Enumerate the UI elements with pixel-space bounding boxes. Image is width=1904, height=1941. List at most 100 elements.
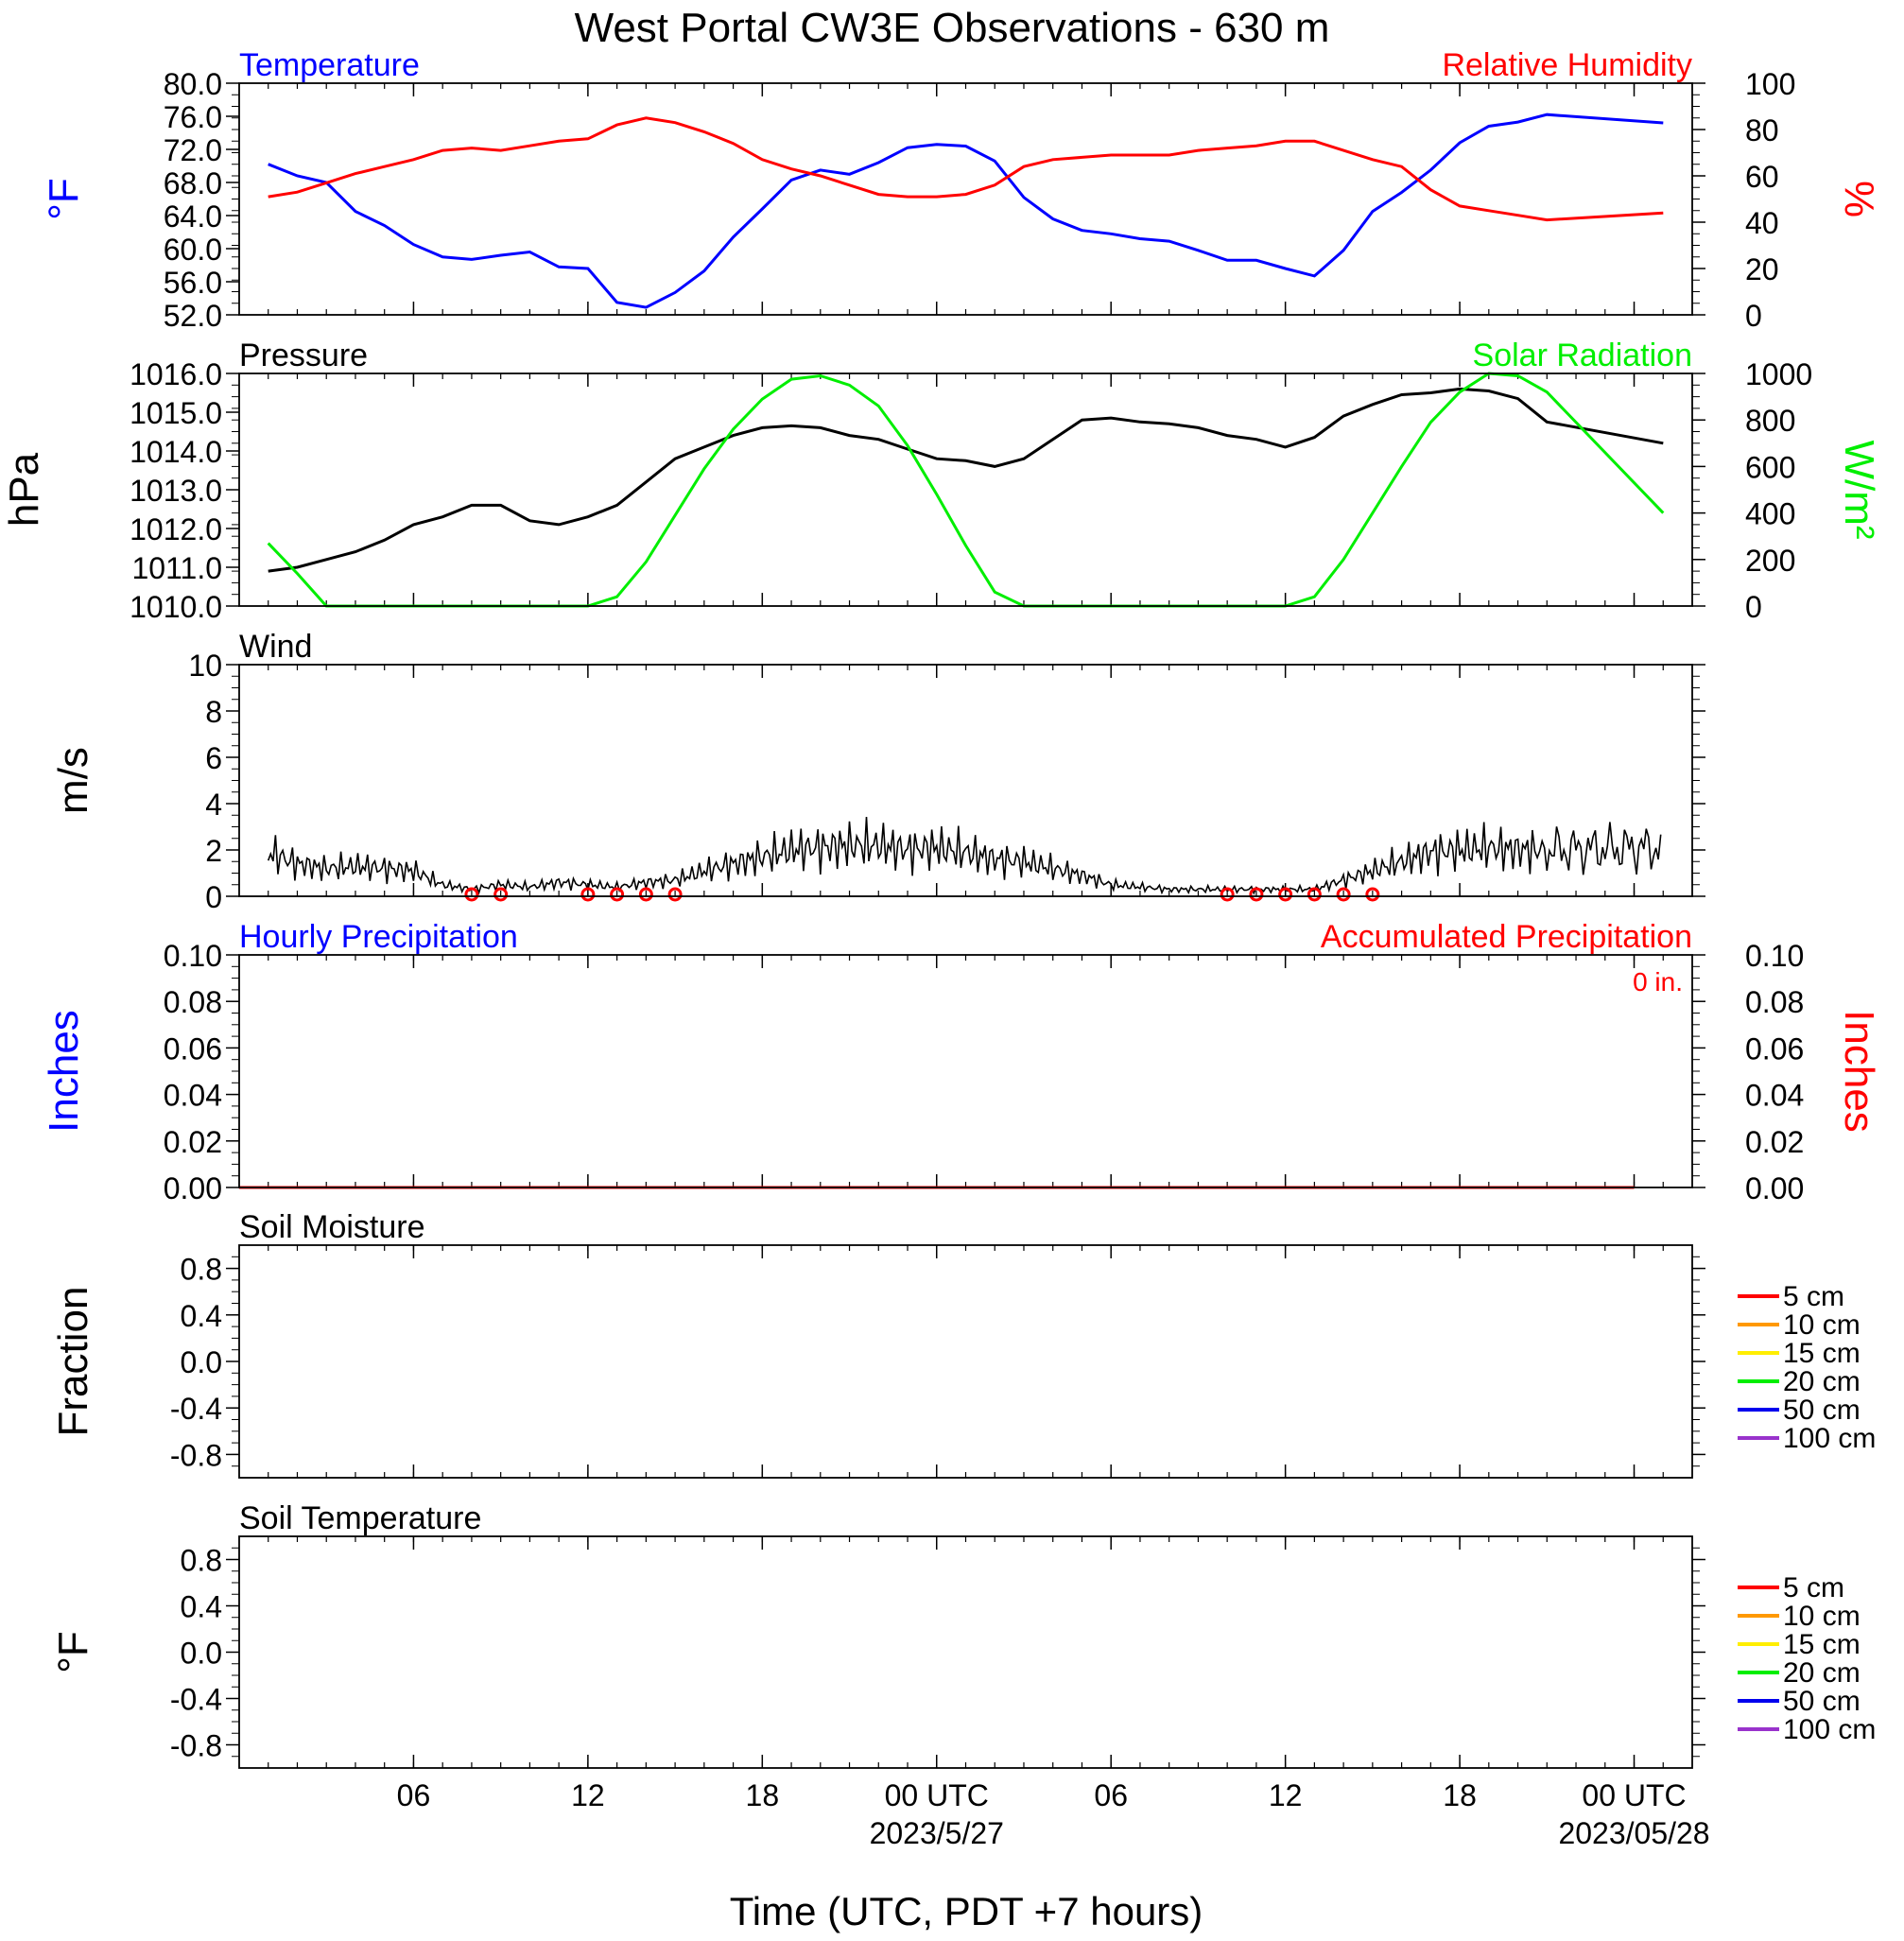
panel-soil-moisture: -0.8 -0.4 0.0 0.4 0.8 Soil Moisture Fraction 5 … [50, 1209, 1876, 1479]
panel-title-left: Temperature [239, 47, 420, 83]
accumulated-total-label: 0 in. [1633, 967, 1683, 996]
y-left-tick-label: 0.02 [164, 1125, 222, 1159]
y-left-tick-label: -0.4 [170, 1683, 222, 1717]
y-left-tick-label: 0.04 [164, 1079, 222, 1113]
y-left-tick-label: 4 [205, 788, 222, 822]
y-axis-label-left: m/s [50, 747, 96, 814]
legend-label: 50 cm [1783, 1686, 1861, 1717]
legend-label: 15 cm [1783, 1629, 1861, 1660]
y-left-tick-label: -0.8 [170, 1729, 222, 1763]
series-relative-humidity [268, 116, 1664, 222]
x-tick-label: 12 [1269, 1778, 1303, 1812]
y-left-tick-label: 0.10 [164, 939, 222, 973]
y-left-tick-label: -0.4 [170, 1392, 222, 1426]
y-right-tick-label: 600 [1745, 450, 1795, 484]
y-left-tick-label: -0.8 [170, 1438, 222, 1472]
y-axis-label-right: Inches [1836, 1010, 1882, 1133]
y-left-tick-label: 6 [205, 741, 222, 775]
y-right-tick-label: 400 [1745, 497, 1795, 531]
y-left-tick-label: 76.0 [164, 100, 222, 134]
y-axis-label-left: °F [50, 1631, 96, 1672]
x-axis-label: Time (UTC, PDT +7 hours) [730, 1889, 1203, 1933]
series-pressure [268, 387, 1664, 573]
y-left-tick-label: 0.4 [181, 1590, 222, 1624]
time-axis: 06 12 18 00 UTC 06 12 18 00 UTC 2023/5/27 2023/05… [397, 1778, 1710, 1850]
y-left-tick-label: 1011.0 [132, 551, 223, 585]
calm-wind-marker [1336, 887, 1351, 902]
calm-wind-marker [464, 887, 479, 902]
legend-label: 50 cm [1783, 1395, 1861, 1426]
y-left-tick-label: 1013.0 [130, 474, 222, 508]
legend-label: 5 cm [1783, 1281, 1844, 1312]
calm-wind-marker [1220, 887, 1235, 902]
series-temperature [268, 113, 1664, 309]
calm-wind-marker [1278, 887, 1293, 902]
panel-frame [238, 1535, 1693, 1769]
panel-frame [238, 1244, 1693, 1479]
y-left-tick-label: 1016.0 [130, 357, 222, 391]
legend-label: 5 cm [1783, 1572, 1844, 1603]
legend-label: 10 cm [1783, 1601, 1861, 1632]
y-right-tick-label: 0.10 [1745, 939, 1804, 973]
panel-frame [238, 954, 1693, 1188]
y-left-tick-label: 8 [205, 695, 222, 729]
x-tick-label: 06 [1094, 1778, 1128, 1812]
y-left-tick-label: 2 [205, 834, 222, 868]
y-left-tick-label: 60.0 [164, 233, 222, 267]
y-right-tick-label: 200 [1745, 544, 1795, 578]
panel-title-right: Accumulated Precipitation [1321, 919, 1692, 955]
panel-wind: 0 2 4 6 8 10 Wind m/s [50, 629, 1705, 914]
y-left-tick-label: 0 [205, 880, 222, 914]
calm-wind-marker [667, 887, 683, 902]
calm-wind-marker [1307, 887, 1322, 902]
calm-wind-marker [493, 887, 509, 902]
y-left-tick-label: 0.0 [181, 1345, 222, 1379]
y-right-tick-label: 0.08 [1745, 985, 1804, 1019]
y-axis-label-left: Fraction [50, 1287, 96, 1437]
series-wind [267, 816, 1662, 895]
y-right-tick-label: 800 [1745, 404, 1795, 438]
panel-title-right: Relative Humidity [1442, 47, 1692, 83]
y-left-tick-label: 52.0 [164, 299, 222, 333]
calm-wind-marker [610, 887, 625, 902]
y-left-tick-label: 1015.0 [130, 396, 222, 430]
y-left-tick-label: 80.0 [164, 67, 222, 101]
legend-label: 100 cm [1783, 1423, 1876, 1454]
y-left-tick-label: 0.8 [181, 1544, 222, 1578]
legend-label: 15 cm [1783, 1338, 1861, 1369]
y-left-tick-label: 1012.0 [130, 512, 222, 546]
x-tick-label: 00 UTC [1582, 1778, 1686, 1812]
panel-temperature-humidity: 52.056.060.064.068.072.076.080.0 0 20 40 60 8… [41, 47, 1882, 333]
panel-title-left: Pressure [239, 338, 368, 373]
x-tick-label: 18 [746, 1778, 780, 1812]
panels: 52.056.060.064.068.072.076.080.002040608… [1, 47, 1882, 1769]
y-left-tick-label: 0.08 [164, 985, 222, 1019]
legend-label: 20 cm [1783, 1657, 1861, 1689]
x-tick-label: 06 [397, 1778, 431, 1812]
y-left-tick-label: 56.0 [164, 266, 222, 300]
y-left-tick-label: 0.8 [181, 1253, 222, 1287]
panel-title-left: Hourly Precipitation [239, 919, 518, 955]
panel-title-left: Soil Temperature [239, 1500, 481, 1536]
calm-wind-marker [580, 887, 596, 902]
y-right-tick-label: 20 [1745, 252, 1779, 286]
series-solar-radiation [267, 372, 1665, 608]
y-right-tick-label: 80 [1745, 113, 1779, 147]
y-left-tick-label: 64.0 [164, 199, 222, 234]
y-left-tick-label: 0.06 [164, 1031, 222, 1066]
panel-frame [238, 664, 1693, 897]
y-axis-label-left: °F [41, 178, 87, 219]
y-axis-label-right: % [1836, 181, 1882, 217]
y-right-tick-label: 0.00 [1745, 1171, 1804, 1205]
y-axis-label-left: hPa [1, 452, 47, 527]
y-left-tick-label: 1014.0 [130, 435, 222, 469]
legend-label: 10 cm [1783, 1309, 1861, 1341]
legend-label: 100 cm [1783, 1714, 1876, 1745]
legend-label: 20 cm [1783, 1366, 1861, 1397]
figure-title: West Portal CW3E Observations - 630 m [575, 5, 1330, 51]
x-tick-label: 18 [1443, 1778, 1477, 1812]
x-tick-label: 12 [571, 1778, 605, 1812]
y-right-tick-label: 60 [1745, 160, 1779, 194]
